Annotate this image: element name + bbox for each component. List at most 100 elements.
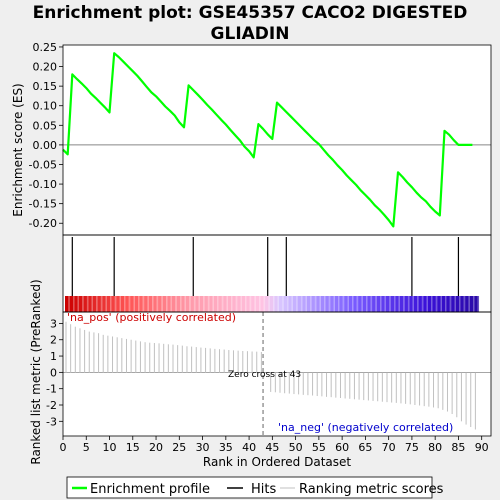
colorbar-bin xyxy=(144,296,148,312)
colorbar-bin xyxy=(209,296,213,312)
colorbar-bin-gap xyxy=(152,296,154,312)
legend-label-ranking-metric: Ranking metric scores xyxy=(299,482,444,497)
colorbar-bin-gap xyxy=(389,296,391,312)
x-axis-label: Rank in Ordered Dataset xyxy=(203,455,351,469)
colorbar-bin xyxy=(265,296,269,312)
colorbar-bin xyxy=(283,296,287,312)
x-tick-label: 40 xyxy=(242,441,256,454)
colorbar-bin xyxy=(190,296,194,312)
x-tick-label: 60 xyxy=(335,441,349,454)
colorbar-bin-gap xyxy=(231,296,233,312)
enrichment-y-tick-label: -0.20 xyxy=(29,217,57,230)
colorbar-bin-gap xyxy=(342,296,345,312)
colorbar-bin-gap xyxy=(421,296,424,312)
colorbar-bin-gap xyxy=(417,296,419,312)
colorbar-bin xyxy=(195,296,199,312)
colorbar-bin xyxy=(279,296,283,312)
colorbar-bin-gap xyxy=(189,296,191,312)
colorbar-bin xyxy=(74,296,78,312)
colorbar-bin xyxy=(446,296,450,312)
colorbar-bin-gap xyxy=(217,296,219,312)
colorbar-bin-gap xyxy=(124,296,126,312)
colorbar-bin xyxy=(437,296,441,312)
colorbar-bin-gap xyxy=(356,296,359,312)
colorbar-bin-gap xyxy=(440,296,442,312)
colorbar-bin xyxy=(106,296,111,312)
colorbar-bin-gap xyxy=(287,296,289,312)
x-tick-label: 85 xyxy=(451,441,465,454)
metric-y-tick-label: 0 xyxy=(50,366,57,379)
enrichment-y-tick-label: 0.15 xyxy=(33,80,58,93)
colorbar-bin-gap xyxy=(333,296,335,312)
colorbar-bin xyxy=(130,296,134,312)
colorbar-bin xyxy=(306,296,311,312)
colorbar-bin xyxy=(325,296,329,312)
colorbar-bin-gap xyxy=(366,296,368,312)
colorbar-bin xyxy=(102,296,106,312)
legend-box xyxy=(66,476,433,499)
colorbar-bin xyxy=(441,296,446,312)
colorbar-bin-gap xyxy=(445,296,447,312)
colorbar-bin xyxy=(92,296,97,312)
colorbar-bin-gap xyxy=(240,296,242,312)
colorbar-bin xyxy=(111,296,115,312)
colorbar-bin-gap xyxy=(119,296,121,312)
x-tick-label: 65 xyxy=(358,441,372,454)
colorbar-bin xyxy=(167,296,171,312)
legend-label-hits: Hits xyxy=(251,482,276,497)
colorbar-bin-gap xyxy=(180,296,182,312)
na-neg-annotation: 'na_neg' (negatively correlated) xyxy=(278,421,453,434)
colorbar-bin xyxy=(148,296,153,312)
colorbar-bin xyxy=(65,296,69,312)
colorbar-bin xyxy=(413,296,418,312)
colorbar-bin xyxy=(316,296,320,312)
colorbar-bin-gap xyxy=(310,296,312,312)
x-tick-label: 45 xyxy=(265,441,279,454)
enrichment-y-tick-label: -0.15 xyxy=(29,198,57,211)
colorbar-bin-gap xyxy=(198,296,200,312)
colorbar-bin xyxy=(227,296,232,312)
colorbar-bin xyxy=(69,296,73,312)
colorbar-bin-gap xyxy=(156,296,159,312)
enrichment-y-tick-label: -0.05 xyxy=(29,158,57,171)
colorbar-bin-gap xyxy=(380,296,382,312)
x-tick-label: 0 xyxy=(60,441,67,454)
colorbar-bin-gap xyxy=(166,296,168,312)
ranking-panel-frame xyxy=(62,311,492,437)
colorbar-bin xyxy=(139,296,143,312)
colorbar-bin-gap xyxy=(319,296,321,312)
colorbar-bin xyxy=(153,296,157,312)
colorbar-bin-gap xyxy=(133,296,135,312)
colorbar-bin xyxy=(381,296,385,312)
colorbar-bin-gap xyxy=(426,296,428,312)
enrichment-panel-background xyxy=(63,45,491,235)
colorbar-bin-gap xyxy=(328,296,331,312)
colorbar-bin xyxy=(358,296,362,312)
colorbar-bin-gap xyxy=(361,296,363,312)
colorbar-bin xyxy=(83,296,87,312)
colorbar-bin xyxy=(274,296,278,312)
colorbar-bin xyxy=(199,296,204,312)
colorbar-bin xyxy=(162,296,167,312)
colorbar-bin xyxy=(78,296,83,312)
enrichment-y-axis-label: Enrichment score (ES) xyxy=(11,83,25,216)
colorbar-bin-gap xyxy=(221,296,224,312)
colorbar-bin xyxy=(372,296,376,312)
metric-y-tick-label: -2 xyxy=(46,399,57,412)
x-tick-label: 5 xyxy=(83,441,90,454)
legend: Enrichment profile Hits Ranking metric s… xyxy=(66,476,444,499)
colorbar-bin xyxy=(237,296,241,312)
colorbar-bin-gap xyxy=(305,296,307,312)
colorbar-bin-gap xyxy=(86,296,89,312)
enrichment-y-tick-label: 0.20 xyxy=(33,61,58,74)
x-tick-label: 50 xyxy=(289,441,303,454)
x-tick-label: 15 xyxy=(126,441,140,454)
x-tick-label: 80 xyxy=(428,441,442,454)
colorbar-bin xyxy=(260,296,264,312)
colorbar-bin xyxy=(344,296,348,312)
colorbar-bin xyxy=(116,296,120,312)
colorbar-bin xyxy=(320,296,325,312)
colorbar-bin-gap xyxy=(375,296,377,312)
colorbar-bin xyxy=(339,296,343,312)
